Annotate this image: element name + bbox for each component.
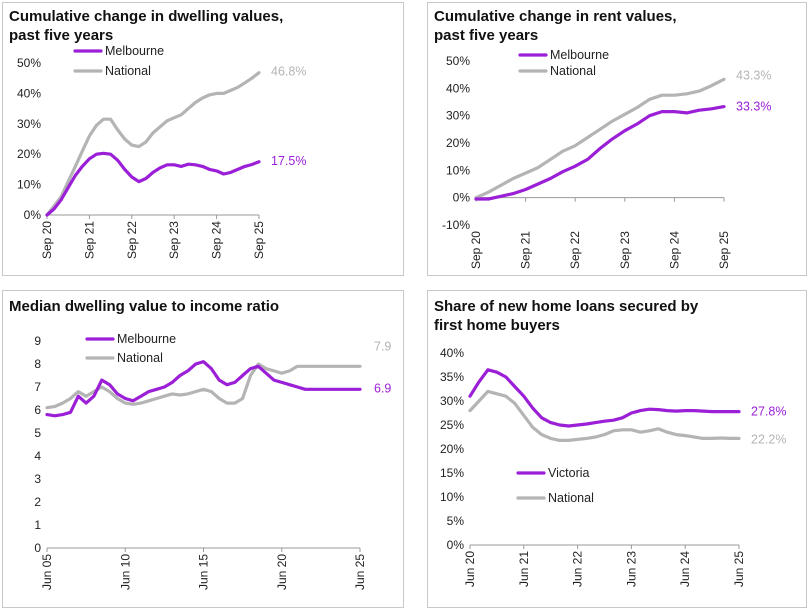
- end-label-melbourne: 6.9: [374, 381, 391, 395]
- y-tick-label-40: 40%: [440, 346, 464, 360]
- end-label-melbourne: 33.3%: [736, 100, 771, 114]
- y-tick-label-50: 50%: [446, 54, 470, 68]
- x-tick-label-jun-25: Jun 25: [732, 551, 746, 587]
- y-tick-label-15: 15%: [440, 466, 464, 480]
- legend-label-national: National: [117, 351, 163, 365]
- x-tick-label-sep-24: Sep 24: [667, 231, 681, 269]
- x-tick-label-sep-22: Sep 22: [568, 231, 582, 269]
- y-tick-label-30: 30%: [446, 109, 470, 123]
- x-tick-label-jun-24: Jun 24: [678, 551, 692, 587]
- x-tick-label-sep-23: Sep 23: [618, 231, 632, 269]
- chart-rent-values: Cumulative change in rent values, past f…: [434, 8, 771, 269]
- y-tick-label-8: 8: [34, 357, 41, 371]
- end-label-victoria: 27.8%: [751, 405, 786, 419]
- y-tick-label-25: 25%: [440, 418, 464, 432]
- x-tick-label-sep-23: Sep 23: [167, 221, 181, 259]
- series-line-melbourne: [45, 151, 261, 217]
- series-line-national: [468, 389, 741, 442]
- chart-title-line-1: Cumulative change in dwelling values,: [9, 8, 283, 25]
- end-label-national: 7.9: [374, 339, 391, 353]
- chart-panel-dwelling-values: Cumulative change in dwelling values, pa…: [2, 2, 404, 276]
- y-tick-label-0: 0%: [447, 538, 465, 552]
- legend-label-melbourne: Melbourne: [105, 44, 164, 58]
- x-tick-label-jun-15: Jun 15: [197, 554, 211, 590]
- legend-label-national: National: [550, 64, 596, 78]
- y-tick-label-0: 0%: [24, 208, 42, 222]
- end-label-national: 43.3%: [736, 68, 771, 82]
- y-tick-label-20: 20%: [17, 147, 41, 161]
- y-tick-label-6: 6: [34, 403, 41, 417]
- x-tick-label-jun-22: Jun 22: [571, 551, 585, 587]
- x-tick-label-jun-10: Jun 10: [118, 554, 132, 590]
- series-line-melbourne: [474, 105, 726, 201]
- x-tick-label-jun-20: Jun 20: [463, 551, 477, 587]
- legend-label-victoria: Victoria: [548, 466, 590, 480]
- legend-label-melbourne: Melbourne: [550, 48, 609, 62]
- x-tick-label-sep-20: Sep 20: [469, 231, 483, 269]
- y-tick-label-30: 30%: [440, 394, 464, 408]
- y-tick-label-2: 2: [34, 495, 41, 509]
- y-tick-label-5: 5: [34, 426, 41, 440]
- chart-title: Median dwelling value to income ratio: [9, 298, 279, 315]
- y-tick-label-5: 5%: [447, 514, 465, 528]
- x-tick-label-jun-23: Jun 23: [624, 551, 638, 587]
- y-tick-label-10: 10%: [17, 178, 41, 192]
- x-tick-label-sep-25: Sep 25: [252, 221, 266, 259]
- legend-label-melbourne: Melbourne: [117, 332, 176, 346]
- end-label-melbourne: 17.5%: [271, 154, 306, 168]
- y-tick-label-40: 40%: [17, 86, 41, 100]
- y-tick-label-3: 3: [34, 472, 41, 486]
- y-tick-label-20: 20%: [446, 136, 470, 150]
- chart-title-line-2: past five years: [434, 27, 538, 44]
- y-tick-label-0: 0: [34, 541, 41, 555]
- chart-panel-value-to-income: Median dwelling value to income ratio 0 1…: [2, 290, 404, 608]
- x-tick-label-jun-25: Jun 25: [353, 554, 367, 590]
- x-tick-label-sep-20: Sep 20: [40, 221, 54, 259]
- y-tick-label-1: 1: [34, 518, 41, 532]
- x-tick-label-jun-05: Jun 05: [40, 554, 54, 590]
- x-tick-label-sep-21: Sep 21: [82, 221, 96, 259]
- x-tick-label-sep-21: Sep 21: [519, 231, 533, 269]
- series-line-national: [45, 71, 261, 217]
- y-tick-label-10: 10%: [446, 163, 470, 177]
- x-tick-label-jun-20: Jun 20: [275, 554, 289, 590]
- y-tick-label-35: 35%: [440, 370, 464, 384]
- y-tick-label-20: 20%: [440, 442, 464, 456]
- x-tick-label-jun-21: Jun 21: [517, 551, 531, 587]
- series-line-national: [45, 362, 362, 410]
- chart-title-line-1: Cumulative change in rent values,: [434, 8, 677, 25]
- chart-panel-rent-values: Cumulative change in rent values, past f…: [427, 2, 807, 276]
- y-tick-label-0: 0%: [453, 191, 471, 205]
- chart-title-line-2: past five years: [9, 27, 113, 44]
- chart-dwelling-values: Cumulative change in dwelling values, pa…: [9, 8, 306, 259]
- end-label-national: 46.8%: [271, 65, 306, 79]
- y-tick-label-4: 4: [34, 449, 41, 463]
- chart-first-home-buyers: Share of new home loans secured by first…: [434, 298, 786, 587]
- end-label-national: 22.2%: [751, 432, 786, 446]
- y-tick-label-7: 7: [34, 380, 41, 394]
- y-tick-label-50: 50%: [17, 56, 41, 70]
- chart-panel-first-home-buyers: Share of new home loans secured by first…: [427, 290, 807, 608]
- x-tick-label-sep-25: Sep 25: [717, 231, 731, 269]
- y-tick-label-9: 9: [34, 334, 41, 348]
- legend-label-national: National: [105, 64, 151, 78]
- y-tick-label-10: 10%: [440, 490, 464, 504]
- y-tick-label-40: 40%: [446, 81, 470, 95]
- chart-title-line-2: first home buyers: [434, 317, 560, 334]
- y-tick-label-10: -10%: [442, 218, 470, 232]
- series-line-melbourne: [45, 360, 362, 418]
- legend-label-national: National: [548, 491, 594, 505]
- chart-value-to-income: Median dwelling value to income ratio 0 1…: [9, 298, 391, 590]
- x-tick-label-sep-24: Sep 24: [210, 221, 224, 259]
- series-line-victoria: [468, 368, 741, 428]
- x-tick-label-sep-22: Sep 22: [125, 221, 139, 259]
- y-tick-label-30: 30%: [17, 117, 41, 131]
- series-line-national: [474, 77, 726, 200]
- chart-title-line-1: Share of new home loans secured by: [434, 298, 699, 315]
